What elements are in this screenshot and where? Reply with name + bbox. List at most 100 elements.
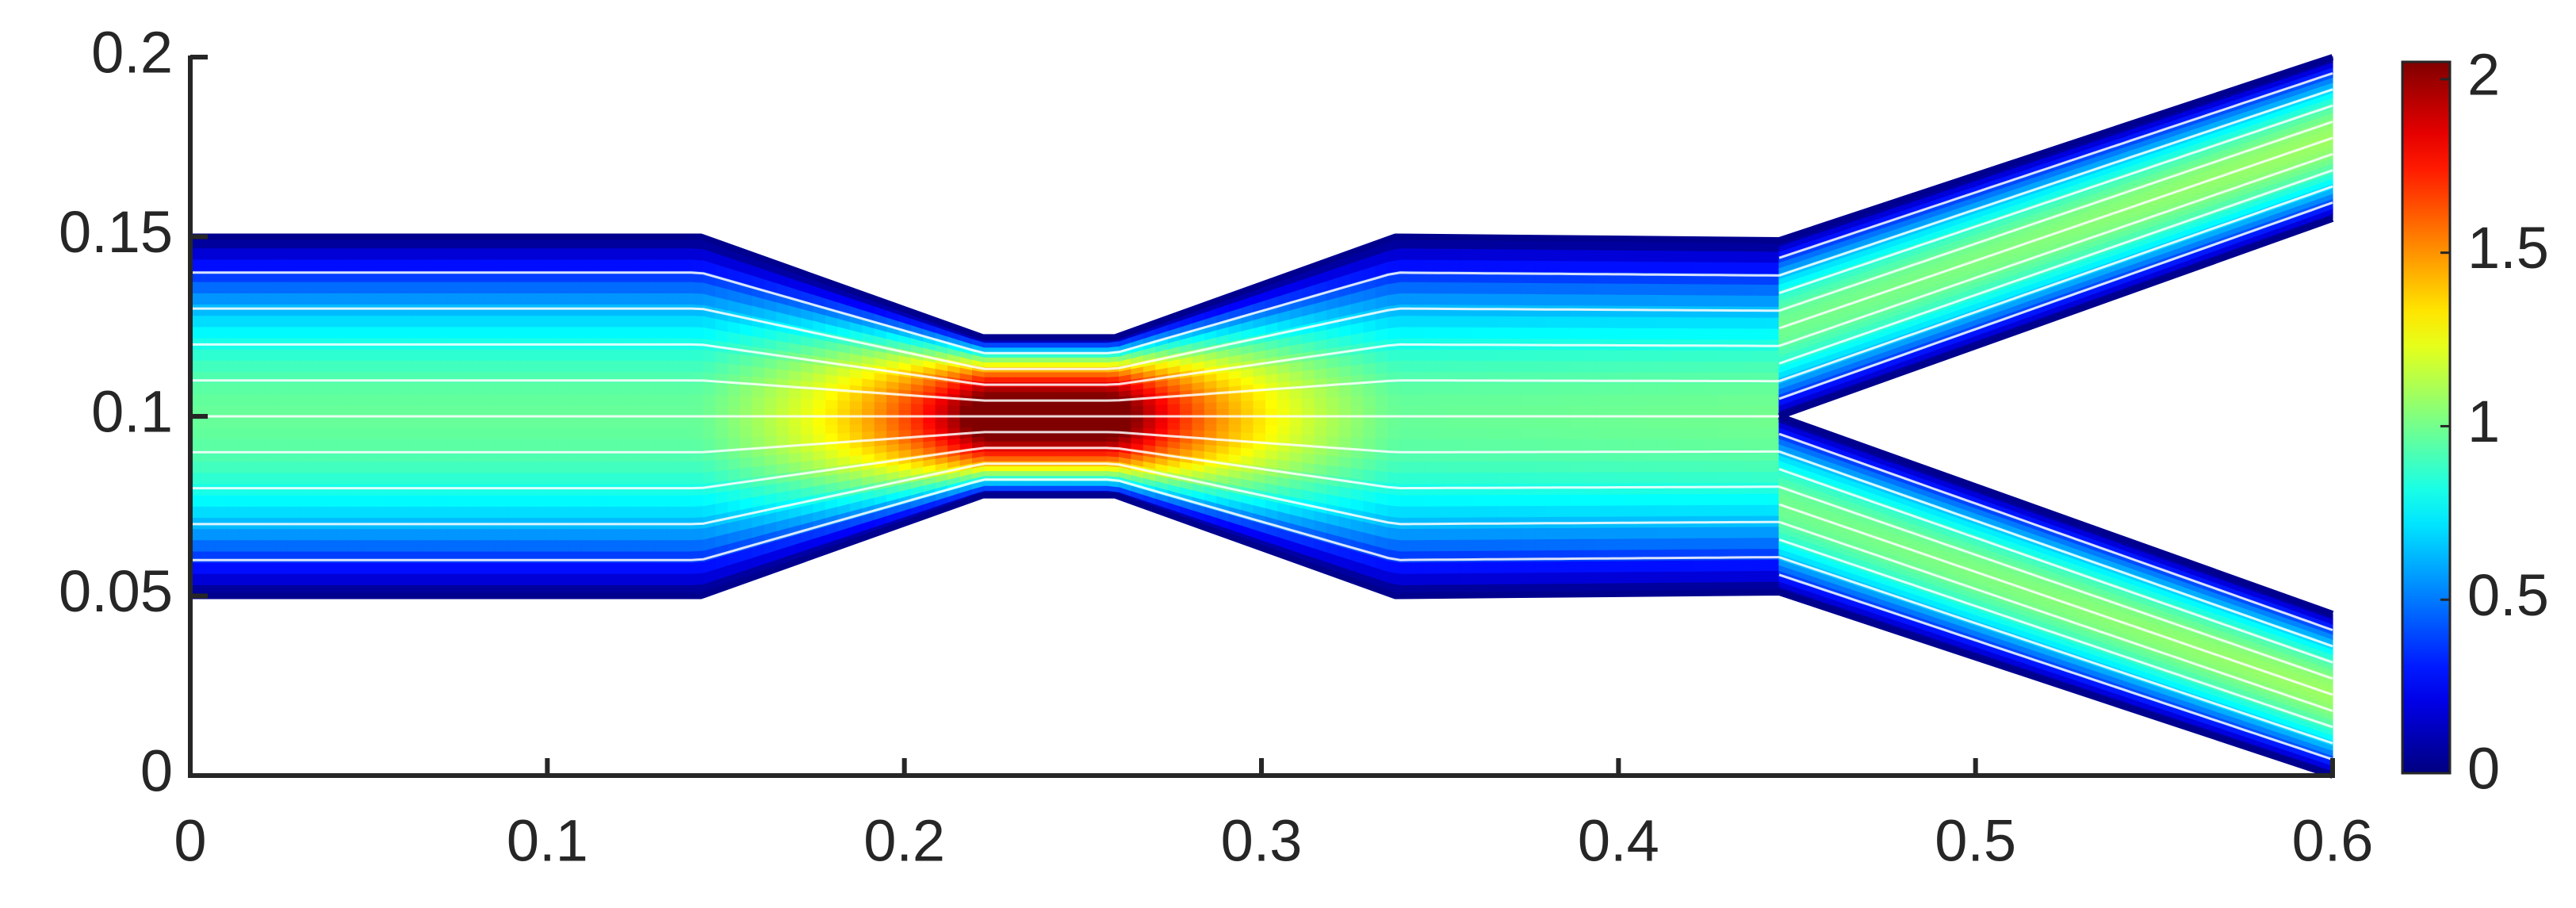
flow-cell bbox=[519, 404, 534, 417]
flow-cell bbox=[630, 527, 644, 541]
flow-cell bbox=[397, 539, 411, 552]
flow-cell bbox=[1729, 438, 1743, 450]
flow-cell bbox=[825, 399, 839, 409]
flow-cell bbox=[1534, 315, 1548, 328]
flow-cell bbox=[287, 527, 301, 541]
flow-cell bbox=[1571, 438, 1584, 450]
flow-cell bbox=[458, 427, 473, 439]
flow-cell bbox=[568, 494, 582, 507]
flow-cell bbox=[630, 404, 644, 417]
flow-cell bbox=[1057, 342, 1071, 348]
flow-cell bbox=[1472, 416, 1487, 428]
flow-cell bbox=[348, 505, 362, 519]
flow-cell bbox=[1571, 327, 1584, 339]
flow-cell bbox=[1754, 393, 1768, 406]
flow-cell bbox=[495, 438, 509, 451]
flow-cell bbox=[593, 527, 607, 541]
flow-cell bbox=[1619, 527, 1633, 539]
flow-cell bbox=[605, 527, 619, 541]
flow-cell bbox=[1399, 538, 1414, 552]
flow-cell bbox=[361, 427, 374, 439]
flow-cell bbox=[470, 494, 484, 507]
flow-cell bbox=[1558, 293, 1572, 306]
flow-cell bbox=[593, 404, 607, 417]
flow-cell bbox=[300, 348, 313, 361]
flow-cell bbox=[1754, 283, 1768, 296]
flow-cell bbox=[1424, 326, 1438, 339]
flow-cell bbox=[385, 359, 399, 372]
flow-cell bbox=[1534, 538, 1548, 551]
flow-cell bbox=[483, 281, 497, 293]
flow-cell bbox=[385, 281, 399, 293]
flow-cell bbox=[1436, 538, 1450, 552]
flow-cell bbox=[678, 247, 692, 260]
flow-cell bbox=[1460, 438, 1475, 450]
flow-cell bbox=[1106, 405, 1120, 412]
flow-cell bbox=[727, 416, 741, 428]
flow-cell bbox=[1571, 427, 1584, 439]
flow-cell bbox=[605, 427, 619, 439]
flow-cell bbox=[1350, 363, 1365, 376]
flow-cell bbox=[1510, 527, 1523, 540]
flow-cell bbox=[568, 438, 582, 451]
flow-cell bbox=[1558, 471, 1572, 484]
flow-cell bbox=[361, 494, 374, 507]
flow-cell bbox=[1619, 560, 1633, 573]
flow-cell bbox=[1521, 382, 1536, 395]
flow-cell bbox=[385, 472, 399, 485]
flow-cell bbox=[397, 505, 411, 519]
flow-cell bbox=[214, 494, 228, 507]
flow-cell bbox=[287, 438, 301, 451]
flow-cell bbox=[434, 247, 448, 260]
flow-cell bbox=[996, 342, 1010, 348]
flow-cell bbox=[1033, 361, 1047, 368]
flow-cell bbox=[1681, 416, 1694, 428]
flow-cell bbox=[251, 348, 265, 361]
flow-cell bbox=[201, 281, 216, 293]
flow-cell bbox=[324, 247, 338, 260]
flow-cell bbox=[1070, 435, 1083, 442]
flow-cell bbox=[507, 259, 521, 271]
flow-cell bbox=[312, 427, 326, 439]
flow-cell bbox=[678, 472, 692, 485]
flow-cell bbox=[507, 561, 521, 574]
flow-cell bbox=[1510, 282, 1523, 294]
flow-cell bbox=[1436, 505, 1450, 518]
flow-cell bbox=[361, 472, 374, 485]
flow-cell bbox=[1472, 282, 1487, 294]
flow-cell bbox=[397, 527, 411, 541]
flow-cell bbox=[1619, 382, 1633, 395]
flow-cell bbox=[1754, 459, 1768, 473]
flow-cell bbox=[397, 292, 411, 305]
flow-cell bbox=[226, 404, 240, 417]
flow-cell bbox=[1485, 561, 1499, 573]
flow-cell bbox=[470, 315, 484, 328]
flow-cell bbox=[1485, 527, 1499, 540]
flow-cell bbox=[1436, 359, 1450, 373]
flow-cell bbox=[312, 416, 326, 428]
flow-cell bbox=[1644, 393, 1658, 406]
flow-cell bbox=[361, 527, 374, 541]
flow-cell bbox=[568, 315, 582, 328]
flow-cell bbox=[1081, 455, 1096, 462]
flow-cell bbox=[1424, 573, 1438, 585]
flow-cell bbox=[458, 404, 473, 417]
flow-cell bbox=[1436, 348, 1450, 361]
flow-cell bbox=[1510, 460, 1523, 473]
flow-cell bbox=[312, 561, 326, 574]
flow-cell bbox=[201, 527, 216, 541]
flow-cell bbox=[373, 393, 387, 406]
flow-cell bbox=[641, 326, 656, 339]
flow-cell bbox=[1057, 485, 1071, 492]
flow-cell bbox=[1070, 342, 1083, 348]
flow-cell bbox=[312, 393, 326, 406]
flow-cell bbox=[1558, 404, 1572, 417]
flow-cell bbox=[373, 315, 387, 328]
flow-cell bbox=[226, 247, 240, 260]
flow-cell bbox=[1693, 504, 1707, 517]
flow-cell bbox=[1717, 283, 1731, 296]
flow-cell bbox=[422, 460, 435, 473]
flow-cell bbox=[1766, 438, 1780, 450]
flow-cell bbox=[691, 326, 705, 339]
flow-cell bbox=[1571, 360, 1584, 373]
